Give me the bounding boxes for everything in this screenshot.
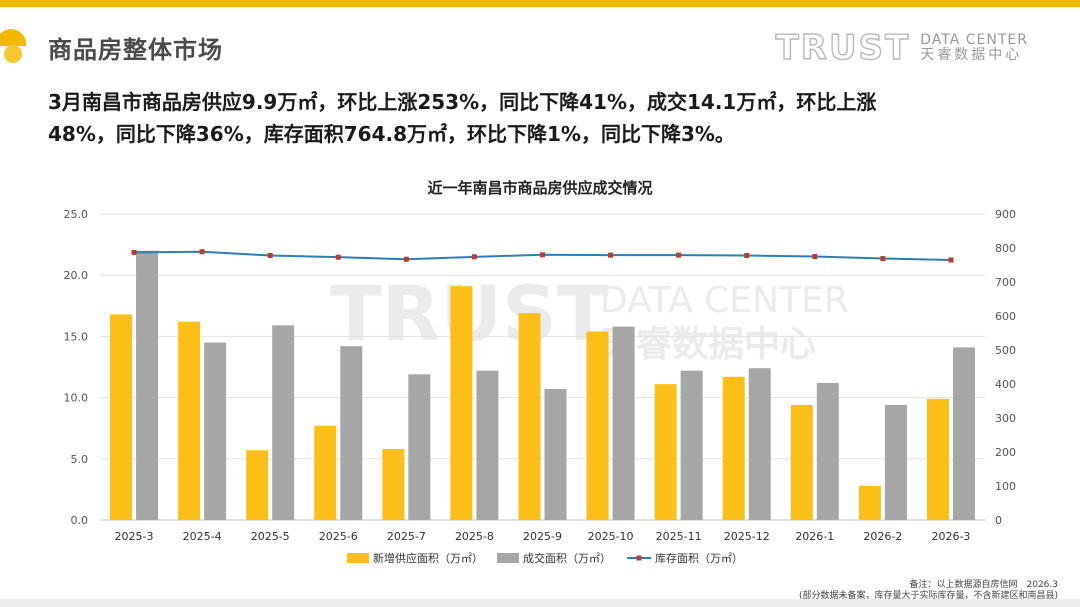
sun-logo-icon <box>0 29 27 63</box>
x-tick-label: 2025-7 <box>387 530 426 543</box>
x-tick-label: 2025-5 <box>251 530 290 543</box>
legend-deal-label: 成交面积（万㎡） <box>523 551 611 565</box>
deal-bar <box>204 342 227 520</box>
supply-bar <box>450 286 473 520</box>
y-right-tick-label: 400 <box>995 378 1016 391</box>
inventory-point <box>403 256 409 262</box>
inventory-point <box>199 249 205 255</box>
inventory-point <box>676 252 682 258</box>
footnote-line-1: 备注：以上数据源自房信网 2026.3 <box>910 578 1059 590</box>
brand-logo-main: TRUST <box>775 28 911 68</box>
x-tick-label: 2026-1 <box>795 530 834 543</box>
deal-bar <box>952 347 975 520</box>
summary-line-2: 48%，同比下降36%，库存面积764.8万㎡，环比下降1%，同比下降3%。 <box>48 122 735 146</box>
inventory-point <box>948 257 954 263</box>
y-right-tick-label: 700 <box>995 276 1016 289</box>
y-left-tick-label: 25.0 <box>64 208 89 221</box>
supply-bar <box>790 404 813 520</box>
supply-bar <box>110 314 133 520</box>
y-right-tick-label: 600 <box>995 310 1016 323</box>
deal-bar <box>408 374 431 520</box>
supply-bar <box>518 313 541 520</box>
supply-bar <box>722 376 745 520</box>
y-right-tick-label: 0 <box>995 514 1002 527</box>
deal-bar <box>544 389 567 520</box>
inventory-point <box>471 254 477 260</box>
summary-text: 3月南昌市商品房供应9.9万㎡，环比上涨253%，同比下降41%，成交14.1万… <box>48 86 1038 150</box>
inventory-point <box>744 252 750 258</box>
summary-line-1: 3月南昌市商品房供应9.9万㎡，环比上涨253%，同比下降41%，成交14.1万… <box>48 90 877 114</box>
inventory-point <box>540 252 545 258</box>
y-left-tick-label: 10.0 <box>64 392 89 405</box>
supply-bar <box>654 384 677 520</box>
y-left-tick-label: 15.0 <box>64 330 89 343</box>
x-tick-label: 2025-3 <box>115 530 154 543</box>
legend-inventory-label: 库存面积（万㎡） <box>655 551 743 565</box>
x-tick-label: 2025-4 <box>183 530 222 543</box>
x-tick-label: 2025-6 <box>319 530 358 543</box>
y-right-tick-label: 200 <box>995 446 1016 459</box>
brand-logo: TRUST DATA CENTER 天睿数据中心 <box>775 28 1028 68</box>
supply-bar <box>586 331 609 520</box>
deal-bar <box>884 404 907 520</box>
chart-title: 近一年南昌市商品房供应成交情况 <box>427 179 652 197</box>
y-right-tick-label: 800 <box>995 242 1016 255</box>
inventory-point <box>131 249 137 255</box>
supply-bar <box>314 425 337 520</box>
x-tick-label: 2026-3 <box>931 530 970 543</box>
footnote-line-2: (部分数据未备案，库存量大于实际库存量，不含新建区和南昌县) <box>799 589 1058 599</box>
y-right-tick-label: 500 <box>995 344 1016 357</box>
inventory-point <box>812 254 818 259</box>
inventory-point <box>880 256 886 262</box>
legend-supply-swatch <box>347 553 369 563</box>
x-tick-label: 2025-8 <box>455 530 494 543</box>
deal-bar <box>476 370 499 520</box>
y-right-tick-label: 100 <box>995 480 1016 493</box>
deal-bar <box>272 325 295 520</box>
y-left-tick-label: 20.0 <box>64 269 89 282</box>
deal-bar <box>748 368 771 520</box>
y-right-tick-label: 300 <box>995 412 1016 425</box>
x-tick-label: 2025-10 <box>588 530 634 543</box>
x-tick-label: 2026-2 <box>863 530 902 543</box>
deal-bar <box>340 346 363 520</box>
inventory-point <box>608 252 614 258</box>
x-tick-label: 2025-12 <box>724 530 770 543</box>
x-tick-label: 2025-9 <box>523 530 562 543</box>
x-tick-label: 2025-11 <box>656 530 702 543</box>
bottom-band <box>0 599 1080 607</box>
deal-bar <box>816 382 839 520</box>
brand-logo-en: DATA CENTER <box>920 31 1028 48</box>
legend-deal-swatch <box>497 553 519 563</box>
supply-bar <box>382 449 405 520</box>
page-title: 商品房整体市场 <box>48 36 223 64</box>
top-accent-bar <box>0 0 1080 7</box>
supply-bar <box>178 321 201 520</box>
deal-bar <box>680 370 703 520</box>
y-left-tick-label: 0.0 <box>71 514 89 527</box>
watermark-cn: 天睿数据中心 <box>600 324 816 365</box>
deal-bar <box>612 326 635 520</box>
legend-supply-label: 新增供应面积（万㎡） <box>373 551 483 565</box>
y-right-tick-label: 900 <box>995 208 1016 221</box>
legend-inventory-marker <box>636 555 642 561</box>
deal-bar <box>136 250 159 520</box>
supply-bar <box>246 450 269 520</box>
inventory-point <box>267 252 273 258</box>
watermark-en: DATA CENTER <box>600 280 849 321</box>
inventory-point <box>335 254 341 260</box>
supply-bar <box>858 485 881 520</box>
supply-bar <box>926 398 949 520</box>
y-left-tick-label: 5.0 <box>71 453 89 466</box>
brand-logo-cn: 天睿数据中心 <box>920 47 1023 63</box>
